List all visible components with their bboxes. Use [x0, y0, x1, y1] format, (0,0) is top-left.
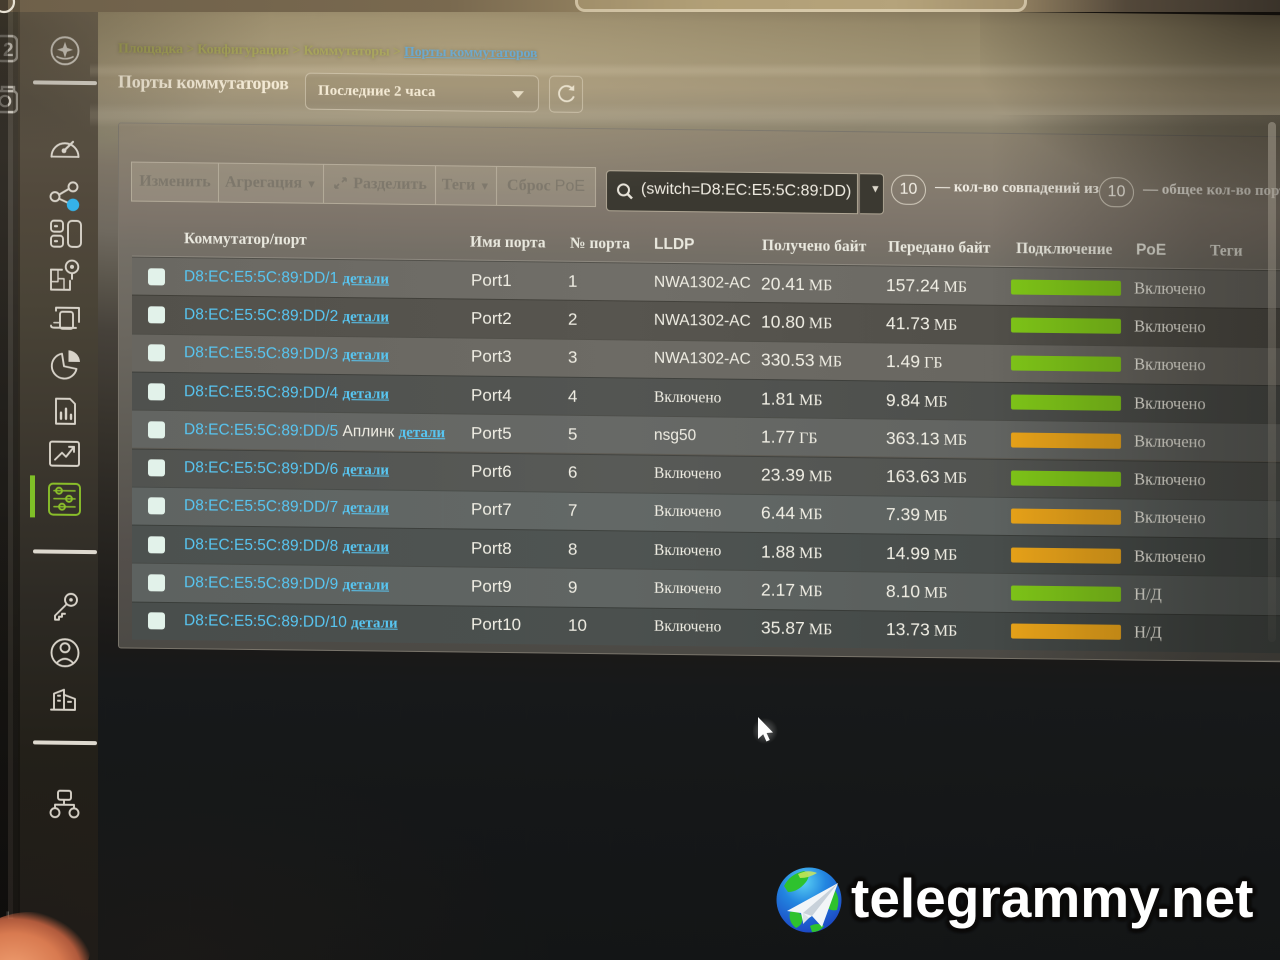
- svg-text:2: 2: [3, 40, 14, 61]
- svg-text:+: +: [0, 903, 16, 935]
